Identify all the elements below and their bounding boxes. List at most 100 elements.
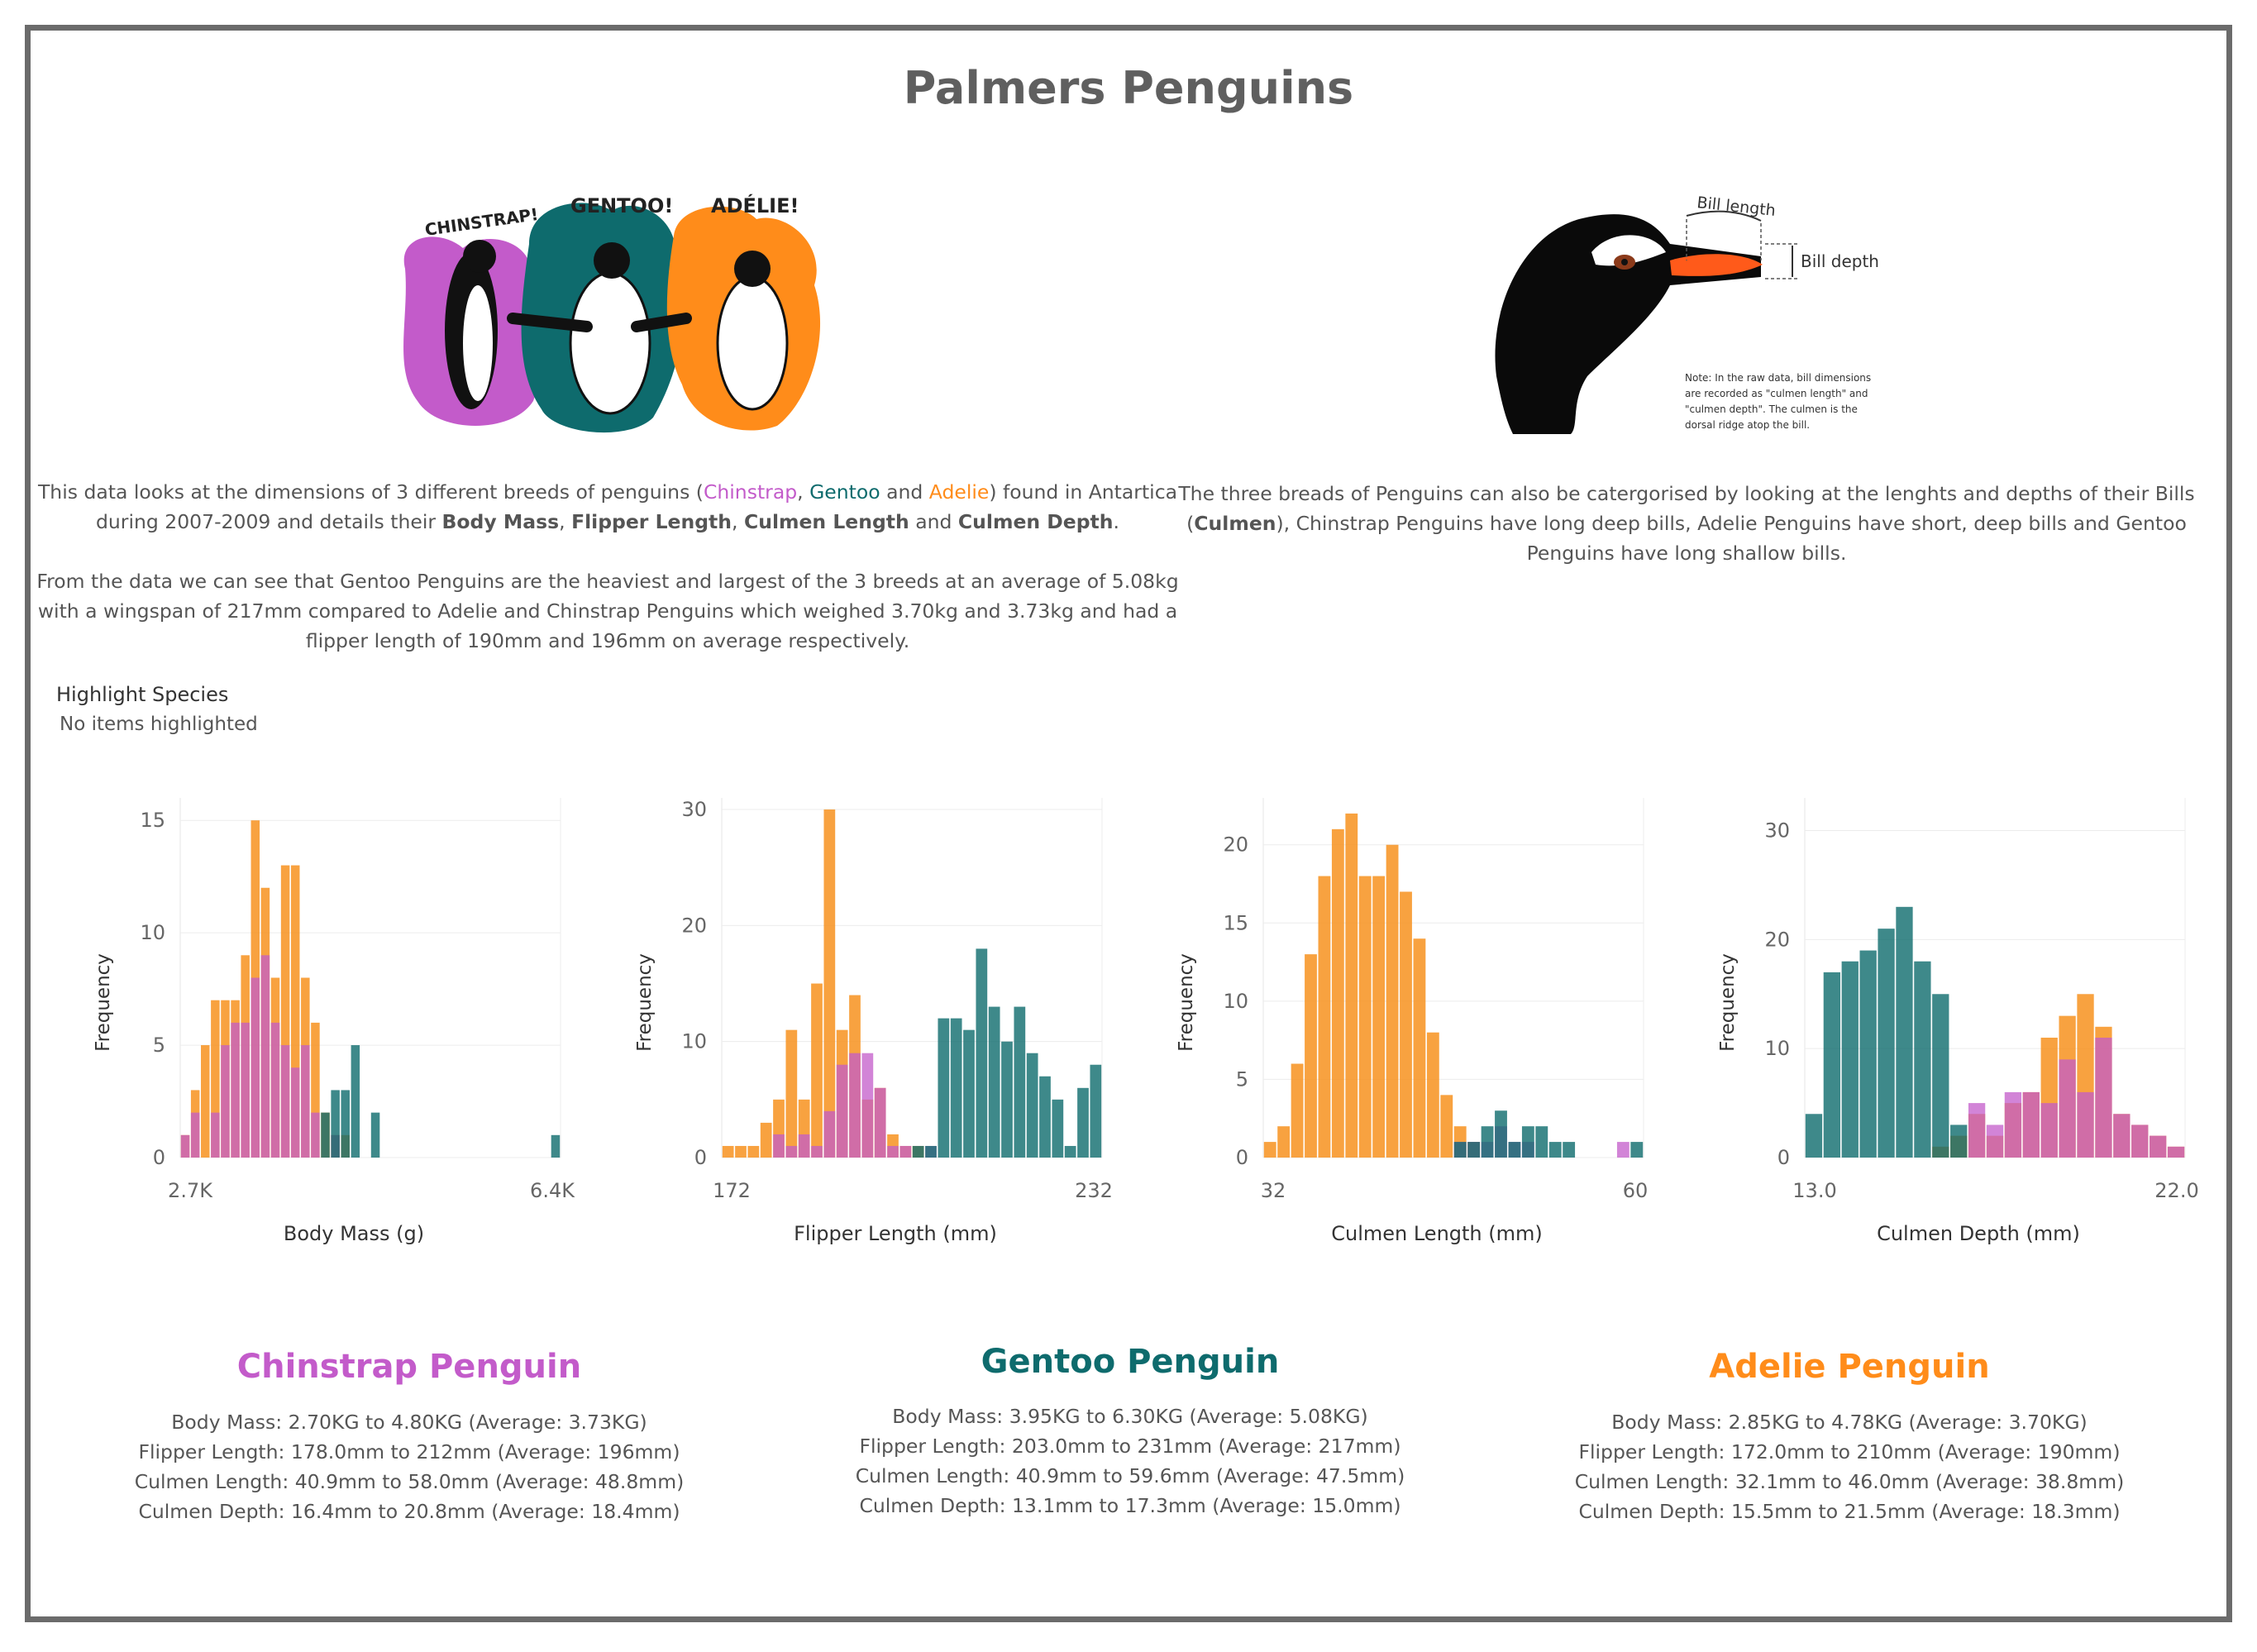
bar-gentoo[interactable] [1563, 1142, 1576, 1158]
bar-gentoo[interactable] [1481, 1126, 1494, 1158]
highlight-species-value[interactable]: No items highlighted [60, 714, 258, 735]
bar-adelie[interactable] [1277, 1126, 1291, 1158]
bar-chinstrap[interactable] [874, 1087, 886, 1158]
bar-gentoo[interactable] [912, 1145, 924, 1158]
bar-adelie[interactable] [1413, 938, 1426, 1158]
bar-adelie[interactable] [1345, 813, 1358, 1158]
bar-chinstrap[interactable] [211, 1112, 220, 1158]
bar-chinstrap[interactable] [190, 1112, 200, 1158]
bar-gentoo[interactable] [1548, 1142, 1562, 1158]
bar-chinstrap[interactable] [290, 1067, 300, 1158]
bar-adelie[interactable] [201, 1045, 210, 1158]
bar-gentoo[interactable] [1090, 1064, 1102, 1158]
bar-gentoo[interactable] [1535, 1126, 1548, 1158]
bar-adelie[interactable] [722, 1145, 734, 1158]
bar-gentoo[interactable] [351, 1045, 360, 1158]
bar-chinstrap[interactable] [2077, 1091, 2094, 1158]
bar-gentoo[interactable] [963, 1029, 975, 1158]
bar-chinstrap[interactable] [849, 1053, 861, 1158]
bar-chinstrap[interactable] [1968, 1103, 1986, 1158]
bar-gentoo[interactable] [1859, 950, 1877, 1158]
bar-adelie[interactable] [1440, 1095, 1453, 1158]
bar-chinstrap[interactable] [2095, 1038, 2112, 1158]
bar-chinstrap[interactable] [241, 1022, 250, 1158]
bar-chinstrap[interactable] [280, 1045, 290, 1158]
bar-gentoo[interactable] [341, 1090, 350, 1158]
bar-gentoo[interactable] [1453, 1142, 1467, 1158]
bar-chinstrap[interactable] [2040, 1103, 2058, 1158]
bar-adelie[interactable] [1358, 876, 1372, 1158]
bar-adelie[interactable] [1318, 876, 1331, 1158]
bar-chinstrap[interactable] [231, 1022, 240, 1158]
bar-chinstrap[interactable] [251, 977, 260, 1158]
bar-chinstrap[interactable] [899, 1145, 912, 1158]
bar-adelie[interactable] [1426, 1032, 1439, 1158]
bar-gentoo[interactable] [938, 1018, 950, 1158]
bar-adelie[interactable] [811, 983, 823, 1158]
bar-chinstrap[interactable] [798, 1134, 810, 1158]
bar-gentoo[interactable] [988, 1006, 1000, 1158]
bar-adelie[interactable] [760, 1122, 772, 1158]
bar-gentoo[interactable] [1026, 1053, 1038, 1158]
bar-adelie[interactable] [280, 865, 290, 1158]
bar-chinstrap[interactable] [270, 1022, 280, 1158]
bar-adelie[interactable] [1386, 844, 1399, 1158]
bar-gentoo[interactable] [950, 1018, 962, 1158]
bar-gentoo[interactable] [370, 1112, 380, 1158]
bar-gentoo[interactable] [1950, 1124, 1968, 1158]
bar-gentoo[interactable] [1932, 994, 1949, 1158]
bar-chinstrap[interactable] [311, 1112, 320, 1158]
body-mass-histogram[interactable]: 0 5 10 15 2.7K 6.4K Body Mass (g) Frequency [83, 785, 579, 1249]
bar-chinstrap[interactable] [861, 1053, 874, 1158]
bar-gentoo[interactable] [1630, 1142, 1644, 1158]
bar-gentoo[interactable] [1841, 961, 1859, 1158]
bar-gentoo[interactable] [1508, 1142, 1521, 1158]
bar-chinstrap[interactable] [2131, 1124, 2149, 1158]
bar-gentoo[interactable] [1896, 906, 1913, 1158]
bar-chinstrap[interactable] [823, 1110, 836, 1158]
bar-chinstrap[interactable] [180, 1134, 190, 1158]
bar-gentoo[interactable] [1878, 929, 1895, 1158]
bar-gentoo[interactable] [1521, 1126, 1534, 1158]
bar-gentoo[interactable] [1823, 972, 1840, 1158]
bar-adelie[interactable] [211, 1000, 220, 1158]
bar-chinstrap[interactable] [301, 1045, 310, 1158]
bar-adelie[interactable] [823, 809, 836, 1158]
bar-gentoo[interactable] [925, 1145, 937, 1158]
bar-chinstrap[interactable] [1616, 1142, 1630, 1158]
bar-adelie[interactable] [1305, 954, 1317, 1158]
bar-adelie[interactable] [311, 1022, 320, 1158]
bar-chinstrap[interactable] [2149, 1135, 2167, 1158]
bar-gentoo[interactable] [331, 1090, 340, 1158]
culmen-depth-histogram[interactable]: 0 10 20 30 13.0 22.0 Culmen Depth (mm) Frequenc… [1707, 785, 2203, 1249]
bar-gentoo[interactable] [321, 1112, 330, 1158]
bar-chinstrap[interactable] [221, 1045, 230, 1158]
bar-adelie[interactable] [290, 865, 300, 1158]
bar-gentoo[interactable] [1014, 1006, 1026, 1158]
bar-adelie[interactable] [1400, 891, 1412, 1158]
bar-gentoo[interactable] [1052, 1099, 1064, 1158]
bar-chinstrap[interactable] [2167, 1146, 2185, 1158]
bar-gentoo[interactable] [1039, 1076, 1051, 1158]
bar-chinstrap[interactable] [2022, 1091, 2040, 1158]
bar-chinstrap[interactable] [785, 1145, 798, 1158]
bar-adelie[interactable] [785, 1029, 798, 1158]
bar-chinstrap[interactable] [1986, 1124, 2004, 1158]
flipper-length-histogram[interactable]: 0 10 20 30 172 232 Flipper Length (mm) Frequenc… [624, 785, 1120, 1249]
culmen-length-histogram[interactable]: 0 5 10 15 20 32 60 Culmen Length (mm) Frequency [1166, 785, 1662, 1249]
bar-gentoo[interactable] [551, 1134, 561, 1158]
bar-adelie[interactable] [1331, 828, 1344, 1158]
bar-gentoo[interactable] [1001, 1041, 1013, 1158]
bar-chinstrap[interactable] [2113, 1114, 2131, 1158]
bar-chinstrap[interactable] [773, 1134, 785, 1158]
bar-gentoo[interactable] [1914, 961, 1931, 1158]
bar-chinstrap[interactable] [811, 1145, 823, 1158]
bar-chinstrap[interactable] [887, 1145, 899, 1158]
bar-chinstrap[interactable] [836, 1064, 848, 1158]
bar-adelie[interactable] [735, 1145, 747, 1158]
bar-adelie[interactable] [747, 1145, 760, 1158]
bar-gentoo[interactable] [1467, 1142, 1481, 1158]
bar-gentoo[interactable] [976, 948, 988, 1158]
bar-chinstrap[interactable] [2004, 1091, 2022, 1158]
bar-gentoo[interactable] [1495, 1110, 1507, 1158]
